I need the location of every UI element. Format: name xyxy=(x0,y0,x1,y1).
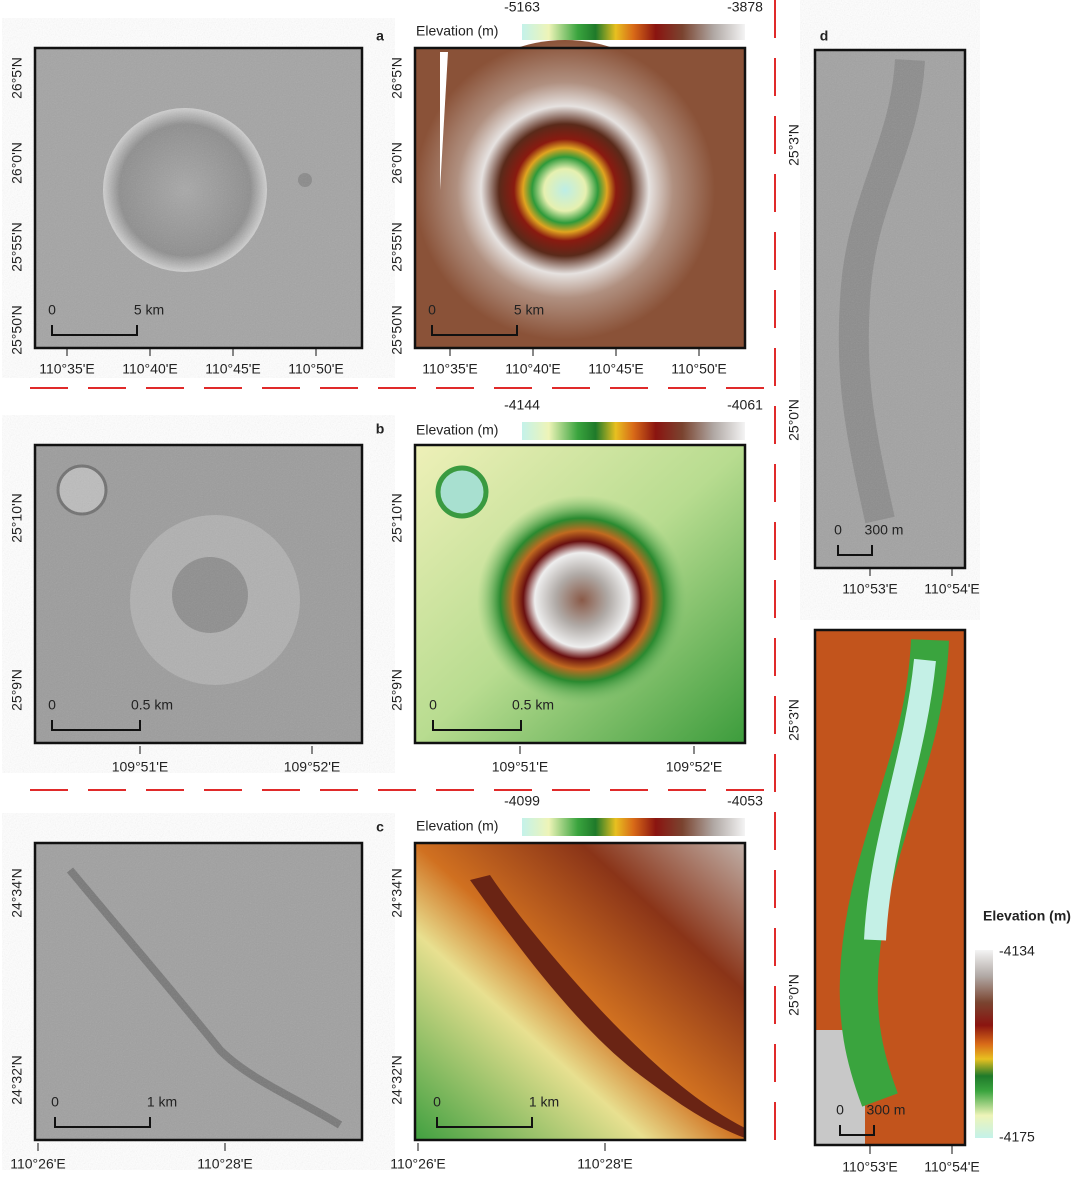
scale-bar-start: 0 xyxy=(51,1094,59,1110)
panel-label: d xyxy=(820,28,829,44)
scale-bar-end: 300 m xyxy=(865,522,904,538)
scale-bar xyxy=(837,545,873,556)
longitude-label: 109°51'E xyxy=(112,759,169,775)
latitude-label: 25°10'N xyxy=(389,493,405,543)
latitude-label: 25°9'N xyxy=(389,669,405,711)
longitude-label: 110°45'E xyxy=(588,361,644,377)
latitude-label: 25°10'N xyxy=(9,493,25,543)
scale-bar xyxy=(51,325,138,336)
scale-bar-start: 0 xyxy=(834,522,842,538)
longitude-label: 110°26'E xyxy=(390,1156,446,1172)
longitude-label: 110°26'E xyxy=(10,1156,66,1172)
latitude-label: 24°34'N xyxy=(389,868,405,918)
scale-bar-start: 0 xyxy=(433,1094,441,1110)
colorbar-max: -3878 xyxy=(727,0,763,15)
scale-bar xyxy=(431,325,518,336)
image-a-gray xyxy=(33,46,364,350)
image-c-gray xyxy=(33,841,364,1142)
latitude-label: 25°50'N xyxy=(389,305,405,355)
image-a-elevation xyxy=(413,40,747,350)
latitude-label: 26°5'N xyxy=(389,57,405,99)
latitude-label: 25°0'N xyxy=(786,399,802,441)
scale-bar-end: 0.5 km xyxy=(131,697,173,713)
colorbar-min: -4144 xyxy=(504,397,540,413)
longitude-label: 110°53'E xyxy=(842,581,898,597)
scale-bar-start: 0 xyxy=(48,697,56,713)
longitude-label: 109°51'E xyxy=(492,759,549,775)
longitude-label: 110°40'E xyxy=(122,361,178,377)
longitude-label: 110°53'E xyxy=(842,1159,898,1175)
colorbar xyxy=(522,818,745,836)
colorbar-title: Elevation (m) xyxy=(983,908,1071,924)
longitude-label: 110°50'E xyxy=(288,361,344,377)
longitude-label: 110°35'E xyxy=(422,361,478,377)
panel-label: b xyxy=(376,421,385,437)
scale-bar-start: 0 xyxy=(429,697,437,713)
latitude-label: 24°32'N xyxy=(389,1055,405,1105)
longitude-label: 109°52'E xyxy=(284,759,341,775)
scale-bar-end: 5 km xyxy=(134,302,164,318)
panel-label: a xyxy=(376,28,384,44)
scale-bar-end: 1 km xyxy=(147,1094,177,1110)
image-c-elevation xyxy=(413,841,747,1142)
scale-bar-end: 300 m xyxy=(867,1102,906,1118)
longitude-label: 110°45'E xyxy=(205,361,261,377)
colorbar xyxy=(522,422,745,440)
longitude-label: 110°35'E xyxy=(39,361,95,377)
colorbar-max: -4134 xyxy=(999,943,1035,959)
scale-bar-end: 5 km xyxy=(514,302,544,318)
colorbar xyxy=(522,24,745,40)
colorbar-title: Elevation (m) xyxy=(416,818,498,834)
panel-label: c xyxy=(376,819,384,835)
latitude-label: 25°55'N xyxy=(389,222,405,272)
colorbar-max: -4053 xyxy=(727,793,763,809)
longitude-label: 110°28'E xyxy=(197,1156,253,1172)
colorbar xyxy=(975,950,993,1138)
colorbar-min: -4175 xyxy=(999,1129,1035,1145)
longitude-label: 110°40'E xyxy=(505,361,561,377)
scale-bar xyxy=(436,1117,533,1128)
latitude-label: 26°0'N xyxy=(389,142,405,184)
latitude-label: 25°50'N xyxy=(9,305,25,355)
latitude-label: 25°3'N xyxy=(786,699,802,741)
image-d-elevation xyxy=(813,628,967,1147)
image-b-gray xyxy=(33,443,364,745)
colorbar-max: -4061 xyxy=(727,397,763,413)
longitude-label: 110°50'E xyxy=(671,361,727,377)
scale-bar-start: 0 xyxy=(428,302,436,318)
scale-bar-end: 0.5 km xyxy=(512,697,554,713)
latitude-label: 24°32'N xyxy=(9,1055,25,1105)
latitude-label: 25°55'N xyxy=(9,222,25,272)
latitude-label: 25°3'N xyxy=(786,124,802,166)
scale-bar-start: 0 xyxy=(836,1102,844,1118)
latitude-label: 26°5'N xyxy=(9,57,25,99)
scale-bar-start: 0 xyxy=(48,302,56,318)
scale-bar xyxy=(432,720,522,731)
colorbar-title: Elevation (m) xyxy=(416,422,498,438)
colorbar-title: Elevation (m) xyxy=(416,23,498,39)
longitude-label: 110°54'E xyxy=(924,581,980,597)
image-b-elevation xyxy=(413,443,747,745)
longitude-label: 110°28'E xyxy=(577,1156,633,1172)
longitude-label: 109°52'E xyxy=(666,759,723,775)
latitude-label: 26°0'N xyxy=(9,142,25,184)
colorbar-min: -5163 xyxy=(504,0,540,15)
colorbar-min: -4099 xyxy=(504,793,540,809)
scale-bar xyxy=(51,720,141,731)
latitude-label: 25°0'N xyxy=(786,974,802,1016)
scale-bar xyxy=(839,1125,875,1136)
image-d-gray xyxy=(813,48,967,570)
scale-bar xyxy=(54,1117,151,1128)
latitude-label: 24°34'N xyxy=(9,868,25,918)
latitude-label: 25°9'N xyxy=(9,669,25,711)
scale-bar-end: 1 km xyxy=(529,1094,559,1110)
longitude-label: 110°54'E xyxy=(924,1159,980,1175)
